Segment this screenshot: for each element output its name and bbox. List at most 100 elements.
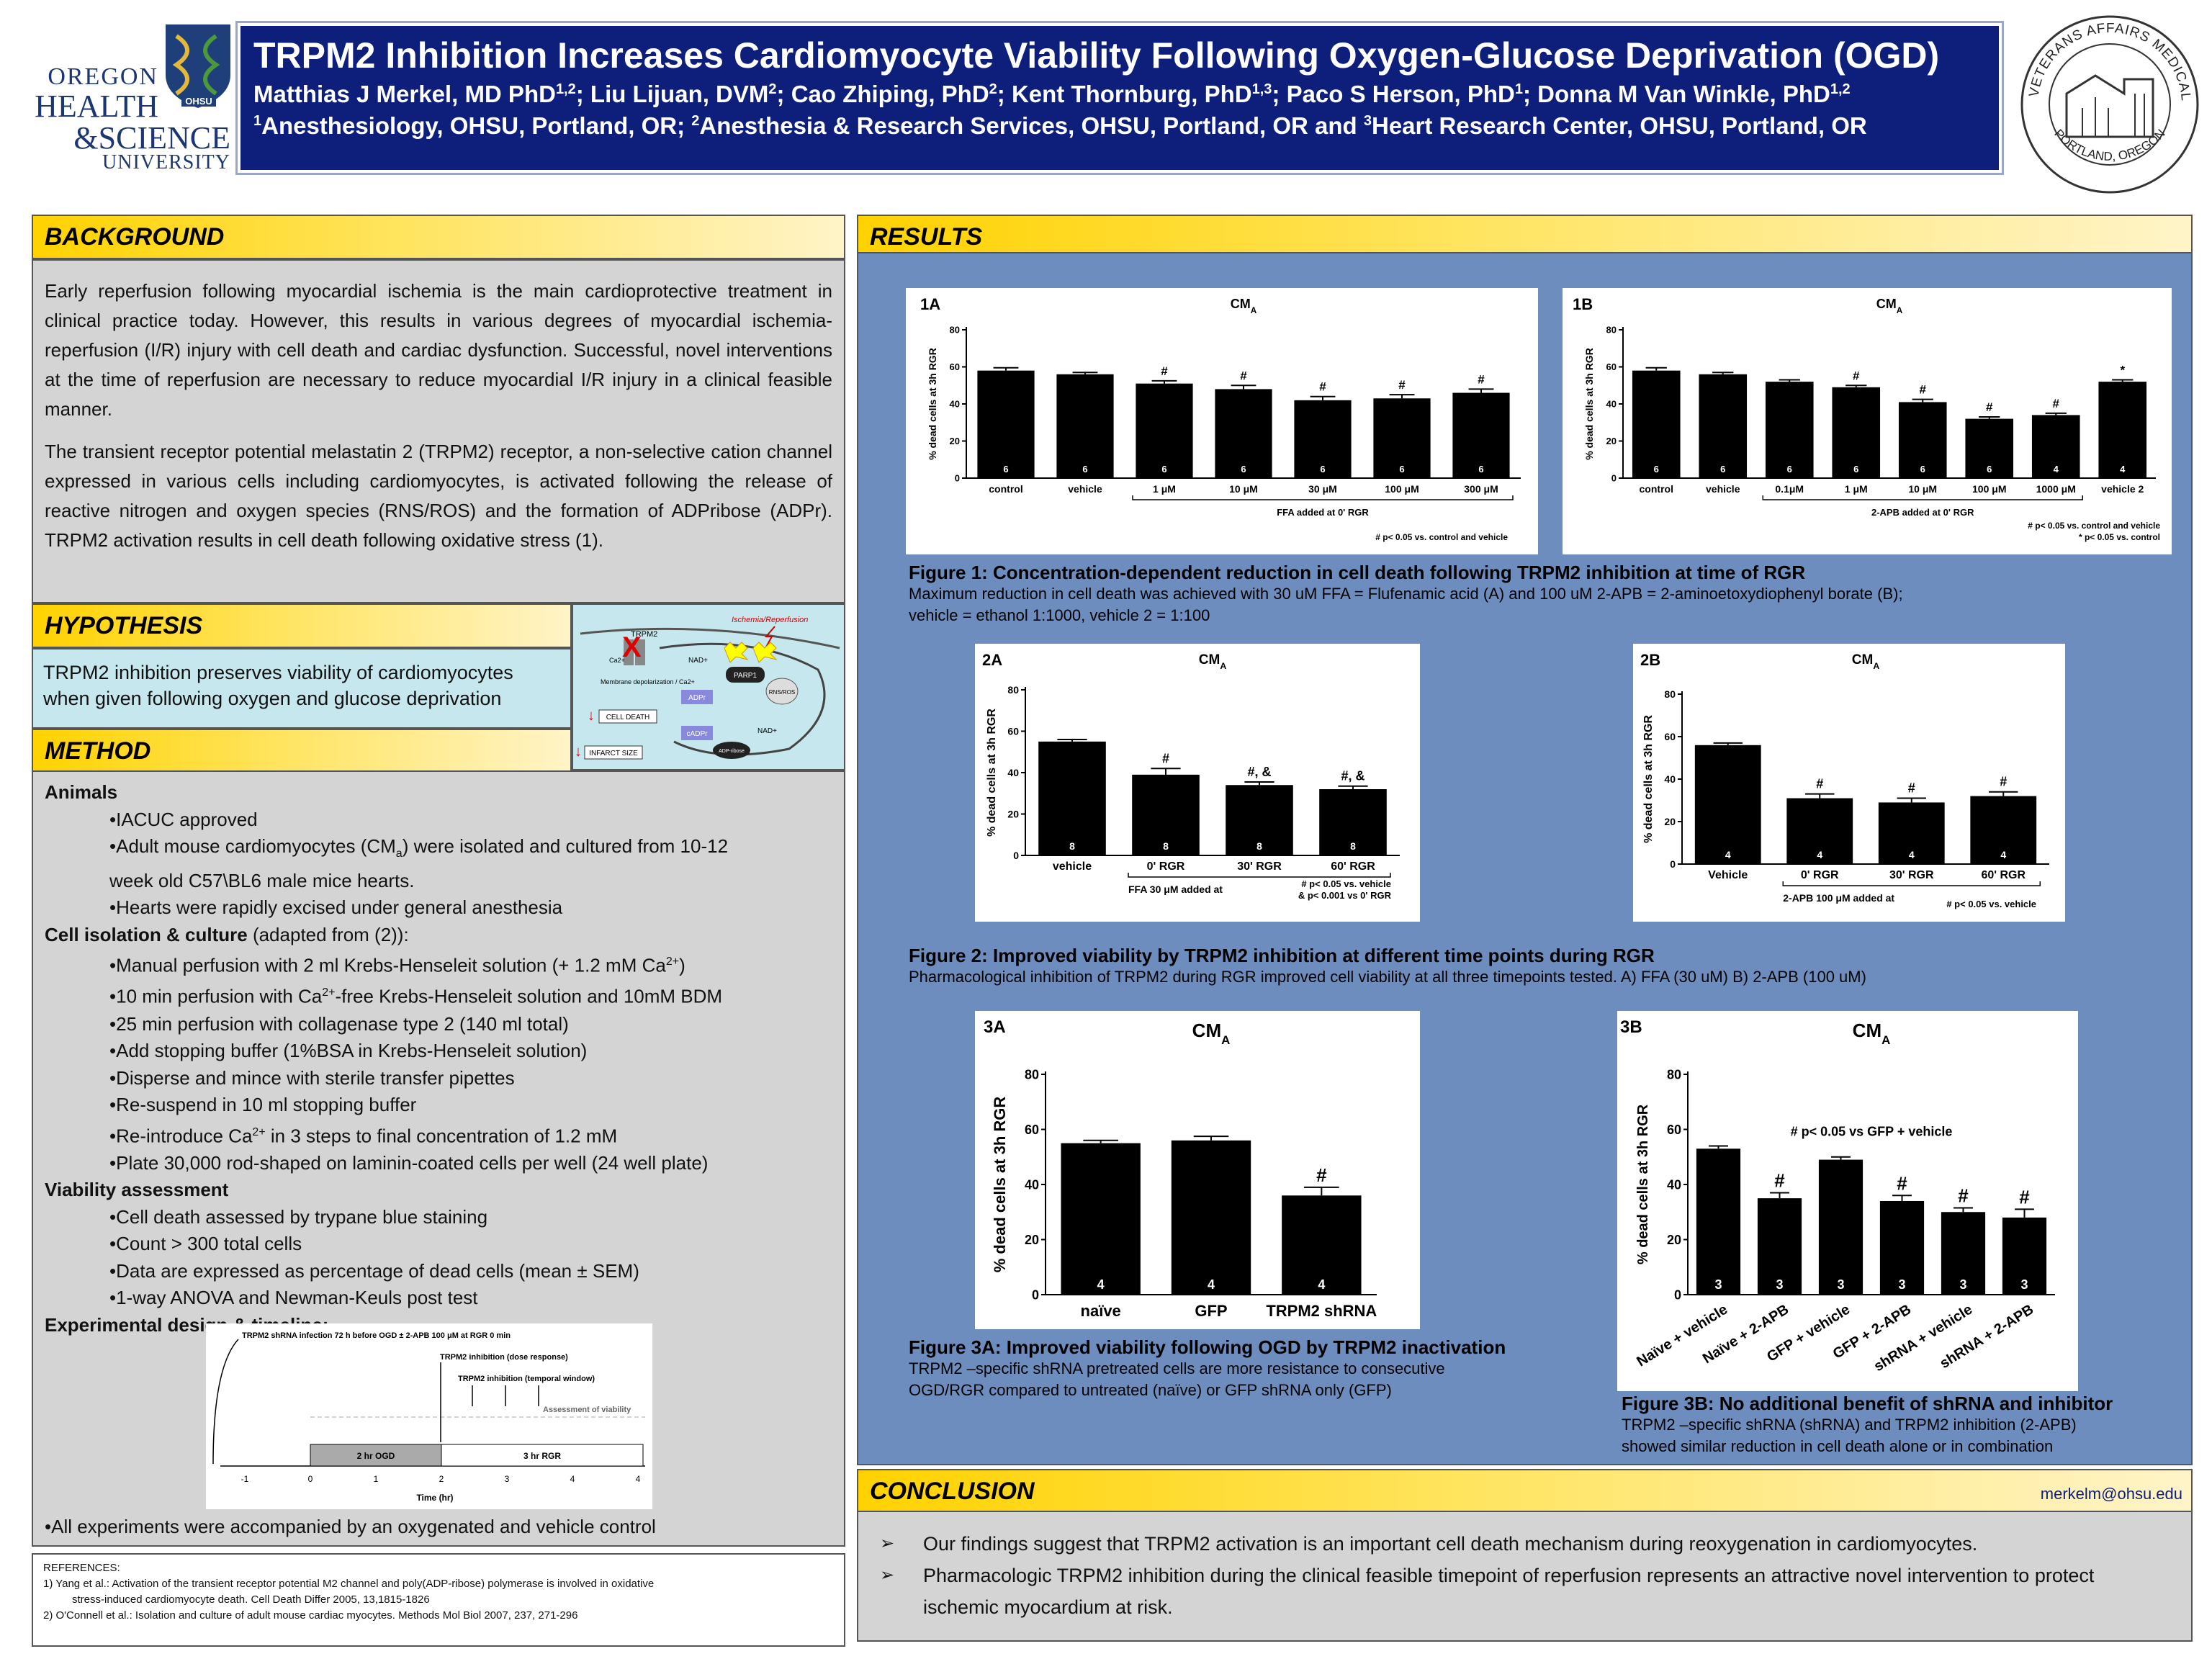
significance-mark: # xyxy=(1774,1169,1785,1191)
significance-mark: #, & xyxy=(1341,769,1364,783)
bar xyxy=(1136,383,1193,478)
n-label: 6 xyxy=(1241,464,1246,475)
n-label: 3 xyxy=(1714,1277,1722,1292)
y-tick-label: 40 xyxy=(1606,399,1617,410)
n-label: 6 xyxy=(1987,464,1992,475)
y-tick-label: 0 xyxy=(1670,858,1676,870)
method-c5: •Disperse and mince with sterile transfe… xyxy=(109,1066,515,1089)
n-label: 4 xyxy=(1318,1277,1325,1292)
bar xyxy=(1694,745,1761,864)
method-a2: •Adult mouse cardiomyocytes (CMa) were i… xyxy=(109,835,729,860)
bar xyxy=(1282,1195,1362,1295)
method-all: •All experiments were accompanied by an … xyxy=(45,1516,656,1537)
svg-text:RNS/ROS: RNS/ROS xyxy=(769,689,795,696)
hypothesis-heading: HYPOTHESIS xyxy=(32,603,572,648)
refs-head: REFERENCES: xyxy=(43,1562,120,1574)
y-tick-label: 20 xyxy=(950,436,960,446)
n-label: 3 xyxy=(1837,1277,1844,1292)
bar xyxy=(1452,392,1510,478)
y-tick-label: 60 xyxy=(950,361,960,372)
title-banner: TRPM2 Inhibition Increases Cardiomyocyte… xyxy=(235,21,2004,175)
x-tick-label: 0' RGR xyxy=(1147,860,1185,873)
y-tick-label: 80 xyxy=(1667,1067,1681,1082)
stat-note: & p< 0.001 vs 0' RGR xyxy=(1298,890,1392,901)
panel-label: 3A xyxy=(984,1017,1006,1037)
conclusion-heading: CONCLUSION merkelm@ohsu.edu xyxy=(857,1469,2193,1514)
method-v2: •Count > 300 total cells xyxy=(109,1233,302,1255)
figure-1b: 1B CMA 0 20 40 60 80 % dead cells at 3h RGR 6 con… xyxy=(1563,288,2172,554)
chart-title: CMA xyxy=(1199,652,1227,671)
arrow-down-icon-2: ↓ xyxy=(575,744,582,760)
bar xyxy=(1215,389,1272,478)
references: REFERENCES: 1) Yang et al.: Activation o… xyxy=(32,1553,845,1647)
stat-note: # p< 0.05 vs. control and vehicle xyxy=(1375,532,1508,542)
background-paragraph-1: Early reperfusion following myocardial i… xyxy=(45,280,832,420)
y-tick-label: 40 xyxy=(1007,767,1019,778)
bar xyxy=(2002,1217,2047,1295)
conclusion-bullet-2b: ischemic myocardium at risk. xyxy=(923,1596,1173,1618)
bar xyxy=(1696,1148,1741,1295)
ohsu-logo: OHSU OREGON HEALTH &SCIENCE UNIVERSITY xyxy=(22,22,238,174)
y-axis-label: % dead cells at 3h RGR xyxy=(927,348,938,460)
method-c8: •Plate 30,000 rod-shaped on laminin-coat… xyxy=(109,1151,709,1174)
bar xyxy=(1319,789,1387,855)
trpm2-pathway-diagram: Ischemia/Reperfusion TRPM2 X Ca2+ NAD+ P… xyxy=(572,603,845,770)
n-label: 8 xyxy=(1350,840,1356,852)
method-v4: •1-way ANOVA and Newman-Keuls post test xyxy=(109,1287,478,1309)
x-tick-label: vehicle xyxy=(1068,483,1102,495)
method-v3: •Data are expressed as percentage of dea… xyxy=(109,1259,639,1282)
x-tick-label: 1 μM xyxy=(1153,483,1176,495)
figure-1a: 1A CMA 0 20 40 60 80 % dead cells at 3h RGR 6 con… xyxy=(906,288,1538,554)
n-label: 8 xyxy=(1069,840,1075,852)
y-axis-label: % dead cells at 3h RGR xyxy=(1583,348,1595,460)
method-c3: •25 min perfusion with collagenase type … xyxy=(109,1012,569,1035)
method-animals-heading: Animals xyxy=(45,781,118,803)
n-label: 4 xyxy=(2120,464,2126,475)
bar xyxy=(1879,1200,1925,1295)
x-tick-label: 100 μM xyxy=(1385,483,1419,495)
y-axis-label: % dead cells at 3h RGR xyxy=(1635,1104,1651,1264)
y-tick-label: 20 xyxy=(1606,436,1617,446)
significance-mark: # xyxy=(1319,380,1326,394)
svg-text:4: 4 xyxy=(636,1474,641,1484)
ref-2: 2) O'Connell et al.: Isolation and cultu… xyxy=(43,1609,578,1622)
n-label: 4 xyxy=(2000,849,2006,860)
panel-label: 2B xyxy=(1640,651,1660,669)
x-tick-label: naïve xyxy=(1081,1302,1121,1320)
x-tick-label: 30' RGR xyxy=(1889,869,1934,881)
bar xyxy=(1226,785,1293,855)
bar xyxy=(2031,415,2080,478)
panel-label: 1A xyxy=(920,295,940,313)
significance-mark: # xyxy=(2019,1186,2030,1208)
bar xyxy=(1786,798,1853,864)
x-tick-label: 60' RGR xyxy=(1981,869,2026,881)
x-tick-label: Vehicle xyxy=(1708,869,1748,881)
method-c7: •Re-introduce Ca2+ in 3 steps to final c… xyxy=(109,1125,618,1147)
svg-text:INFARCT SIZE: INFARCT SIZE xyxy=(589,750,638,757)
group-bracket xyxy=(1128,873,1391,878)
x-tick-label: 1000 μM xyxy=(2036,483,2076,495)
group-bracket xyxy=(1782,881,2041,886)
significance-mark: # xyxy=(1316,1164,1327,1186)
ohsu-line4: UNIVERSITY xyxy=(102,151,230,174)
svg-text:ADPr: ADPr xyxy=(688,694,706,702)
svg-text:ADP-ribose: ADP-ribose xyxy=(719,749,745,754)
background-panel: Early reperfusion following myocardial i… xyxy=(32,259,845,603)
svg-text:2: 2 xyxy=(439,1474,444,1484)
bar xyxy=(1970,796,2037,864)
method-isolation-heading: Cell isolation & culture (adapted from (… xyxy=(45,923,409,945)
significance-mark: # xyxy=(1897,1172,1907,1194)
ref-1: 1) Yang et al.: Activation of the transi… xyxy=(43,1578,655,1590)
authors: Matthias J Merkel, MD PhD1,2; Liu Lijuan… xyxy=(253,81,1851,107)
contact-email[interactable]: merkelm@ohsu.edu xyxy=(2040,1485,2182,1503)
n-label: 4 xyxy=(1208,1277,1215,1292)
method-v1: •Cell death assessed by trypane blue sta… xyxy=(109,1205,488,1228)
bar xyxy=(1765,382,1814,478)
method-heading: METHOD xyxy=(32,729,572,773)
figure-2b: 2B CMA 0 20 40 60 80 % dead cells at 3h RGR 4 Veh… xyxy=(1633,644,2065,922)
n-label: 8 xyxy=(1256,840,1262,852)
group-label: FFA 30 μM added at xyxy=(1128,884,1223,895)
x-tick-label: control xyxy=(1640,483,1673,495)
method-c1: •Manual perfusion with 2 ml Krebs-Hensel… xyxy=(109,954,685,976)
timeline-svg: TRPM2 shRNA infection 72 h before OGD ± … xyxy=(212,1331,645,1503)
